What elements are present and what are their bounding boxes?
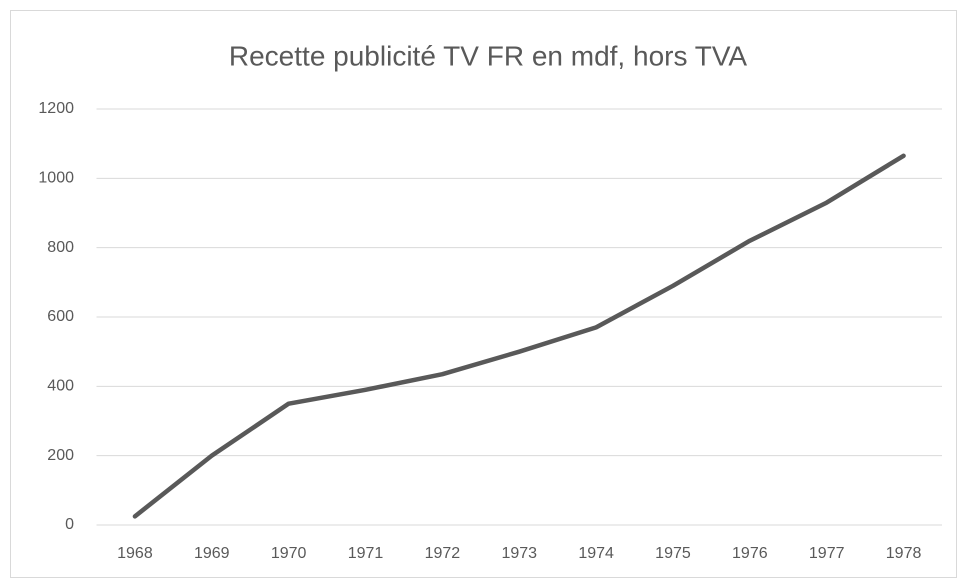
x-tick-label: 1976 — [732, 545, 768, 562]
chart-border — [10, 10, 957, 578]
x-tick-label: 1977 — [809, 545, 845, 562]
y-tick-label: 800 — [47, 239, 74, 256]
x-tick-label: 1968 — [117, 545, 153, 562]
x-tick-label: 1969 — [194, 545, 230, 562]
y-tick-label: 200 — [47, 447, 74, 464]
x-tick-label: 1970 — [271, 545, 307, 562]
x-tick-label: 1975 — [655, 545, 691, 562]
line-series — [132, 153, 906, 519]
y-tick-label: 1200 — [38, 100, 74, 117]
x-tick-label: 1974 — [578, 545, 614, 562]
y-tick-label: 600 — [47, 308, 74, 325]
y-tick-label: 1000 — [38, 170, 74, 187]
chart-title: Recette publicité TV FR en mdf, hors TVA — [229, 40, 748, 71]
x-tick-label: 1972 — [425, 545, 461, 562]
y-tick-label: 400 — [47, 378, 74, 395]
x-tick-label: 1973 — [501, 545, 537, 562]
x-tick-label: 1971 — [348, 545, 384, 562]
x-tick-label: 1978 — [886, 545, 922, 562]
y-tick-label: 0 — [65, 516, 74, 533]
